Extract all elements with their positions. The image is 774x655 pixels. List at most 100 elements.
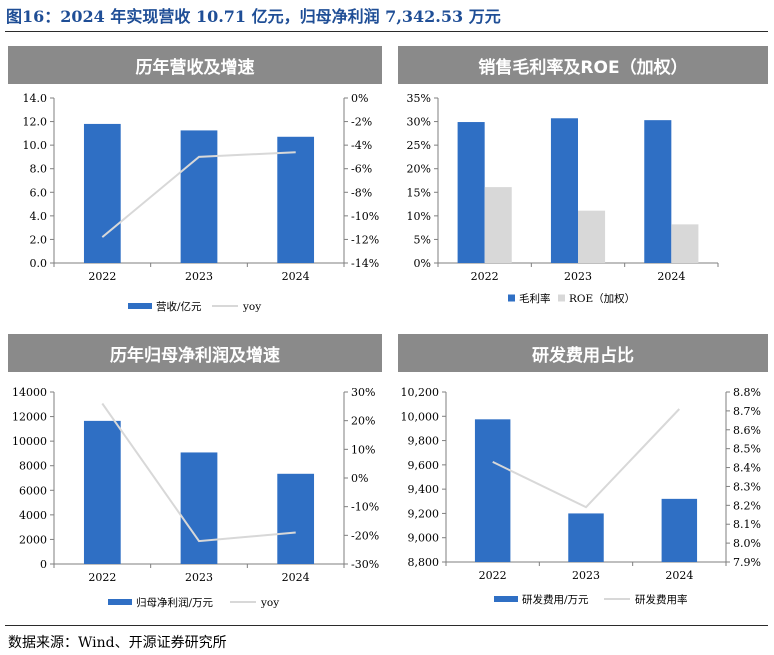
x-tick-label: 2022: [471, 270, 499, 283]
x-tick-label: 2024: [665, 569, 693, 582]
right-tick-label: -2%: [351, 116, 372, 129]
panel-title-revenue: 历年营收及增速: [8, 46, 382, 84]
x-tick-label: 2022: [88, 270, 116, 283]
right-tick-label: 8.7%: [733, 405, 761, 418]
right-tick-label: 8.6%: [733, 424, 761, 437]
right-tick-label: 8.3%: [733, 480, 761, 493]
panel-title-net-profit: 历年归母净利润及增速: [8, 334, 382, 372]
left-tick-label: 10,000: [401, 410, 440, 423]
left-tick-label: 5%: [414, 233, 431, 246]
rd-ratio-chart: 8,800 9,000 9,200 9,400 9,600 9,800 10,000 10,2…: [401, 386, 761, 606]
left-tick-label: 12000: [12, 411, 47, 424]
legend-label: yoy: [242, 301, 261, 313]
bar: [474, 419, 511, 562]
left-tick-label: 20%: [407, 163, 431, 176]
margin-roe-chart: 0% 5% 10% 15% 20% 25% 30% 35% 2022 2023 2024 毛利率 ROE…: [407, 92, 719, 305]
legend-swatch: [508, 294, 515, 302]
left-tick-label: 2000: [19, 533, 47, 546]
legend-label: 研发费用/万元: [522, 593, 589, 606]
right-tick-label: 8.5%: [733, 443, 761, 456]
x-tick-label: 2023: [572, 569, 600, 582]
x-tick-label: 2024: [282, 571, 310, 584]
right-tick-label: 0%: [351, 92, 368, 105]
bar: [661, 498, 698, 562]
left-tick-label: 12.0: [23, 116, 48, 129]
legend-label: yoy: [260, 597, 279, 609]
bar: [180, 452, 218, 564]
legend-swatch: [558, 294, 565, 302]
bar: [568, 513, 604, 562]
bar-gross-margin: [457, 122, 485, 263]
left-tick-label: 2.0: [30, 233, 48, 246]
right-tick-label: -20%: [351, 529, 379, 542]
left-tick-label: 6.0: [30, 186, 48, 199]
right-tick-label: 0%: [351, 472, 368, 485]
yoy-line: [492, 408, 681, 509]
source-note: 数据来源：Wind、开源证券研究所: [8, 635, 227, 651]
bar-roe: [484, 187, 512, 263]
left-tick-label: 10.0: [23, 139, 48, 152]
x-tick-label: 2023: [564, 270, 592, 283]
right-tick-label: -30%: [351, 558, 379, 571]
x-tick-label: 2022: [88, 571, 116, 584]
yoy-line: [101, 151, 296, 238]
legend-label: 研发费用率: [635, 593, 688, 606]
legend-swatch: [494, 596, 518, 602]
left-tick-label: 14000: [12, 386, 47, 399]
legend-swatch: [108, 599, 132, 605]
right-tick-label: -10%: [351, 210, 379, 223]
bar: [277, 473, 315, 564]
left-tick-label: 14.0: [23, 92, 48, 105]
right-tick-label: 20%: [351, 415, 375, 428]
left-tick-label: 8000: [19, 460, 47, 473]
legend-label: 归母净利润/万元: [136, 596, 214, 609]
yoy-line: [101, 402, 296, 543]
right-tick-label: 10%: [351, 443, 375, 456]
x-tick-label: 2022: [479, 569, 507, 582]
top-rule: [5, 31, 768, 32]
left-tick-label: 9,800: [408, 435, 440, 448]
right-tick-label: -4%: [351, 139, 372, 152]
left-tick-label: 0%: [414, 257, 431, 270]
right-tick-label: -8%: [351, 186, 372, 199]
legend-label: 营收/亿元: [156, 300, 202, 313]
right-tick-label: -14%: [351, 257, 379, 270]
bar: [180, 130, 218, 263]
right-tick-label: -12%: [351, 233, 379, 246]
bar-roe: [578, 210, 606, 263]
right-tick-label: 8.8%: [733, 386, 761, 399]
panel-title-rd-ratio: 研发费用占比: [398, 334, 768, 372]
left-tick-label: 8,800: [408, 556, 440, 569]
right-tick-label: 7.9%: [733, 556, 761, 569]
left-tick-label: 9,200: [408, 507, 440, 520]
bar: [83, 123, 121, 263]
x-tick-label: 2024: [282, 270, 310, 283]
right-tick-label: 8.2%: [733, 499, 761, 512]
left-tick-label: 9,400: [408, 483, 440, 496]
left-tick-label: 9,000: [408, 532, 440, 545]
x-tick-label: 2023: [185, 571, 213, 584]
right-tick-label: -6%: [351, 163, 372, 176]
left-tick-label: 0.0: [30, 257, 48, 270]
panel-title-margin-roe: 销售毛利率及ROE（加权）: [398, 46, 768, 84]
right-tick-label: 30%: [351, 386, 375, 399]
x-tick-label: 2024: [657, 270, 685, 283]
revenue-chart: 0.0 2.0 4.0 6.0 8.0 10.0 12.0 14.0 -14% -12% -10% -…: [23, 92, 380, 313]
left-tick-label: 9,600: [408, 459, 440, 472]
left-tick-label: 30%: [407, 116, 431, 129]
bottom-rule: [5, 625, 768, 626]
bar: [83, 420, 121, 564]
left-tick-label: 4.0: [30, 210, 48, 223]
left-tick-label: 10,200: [401, 386, 440, 399]
left-tick-label: 6000: [19, 484, 47, 497]
right-tick-label: 8.0%: [733, 537, 761, 550]
left-tick-label: 0: [40, 558, 47, 571]
x-tick-label: 2023: [185, 270, 213, 283]
bar: [277, 136, 315, 263]
bar-gross-margin: [644, 120, 672, 264]
left-tick-label: 10000: [12, 435, 47, 448]
legend-swatch: [128, 303, 152, 309]
left-tick-label: 10%: [407, 210, 431, 223]
right-tick-label: 8.4%: [733, 462, 761, 475]
left-tick-label: 35%: [407, 92, 431, 105]
